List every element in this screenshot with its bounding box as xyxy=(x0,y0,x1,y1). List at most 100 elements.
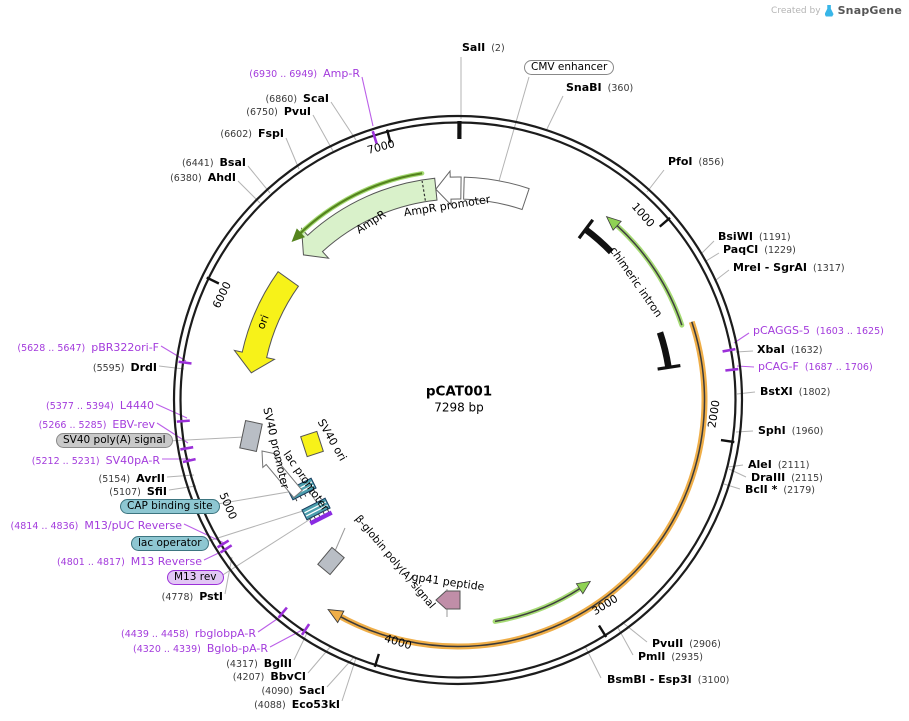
site-position: (2111) xyxy=(777,460,810,471)
site-position: (1229) xyxy=(764,245,796,256)
primer-label: (5377 .. 5394) L4440 xyxy=(46,398,154,413)
primer-tick xyxy=(176,419,190,423)
primer-label: (5628 .. 5647) pBR322ori-F xyxy=(17,340,159,355)
feature-name-label: chimeric intron xyxy=(606,244,666,320)
site-name: Bglob-pA-R xyxy=(206,642,268,655)
feature-lac-operator-box xyxy=(318,513,321,517)
feature-lac-operator-box xyxy=(301,497,331,522)
primer-label: (4801 .. 4817) M13 Reverse xyxy=(57,554,202,569)
primer-label: pCAG-F (1687 .. 1706) xyxy=(758,359,873,374)
restriction-site-label: (5154) AvrII xyxy=(99,471,166,486)
feature-sv40-polya-box xyxy=(239,419,263,453)
restriction-site-label: MreI - SgrAI (1317) xyxy=(733,260,845,275)
site-position: (5377 .. 5394) xyxy=(46,401,114,412)
site-name: PmlI xyxy=(638,650,666,663)
restriction-site-label: (4088) Eco53kI xyxy=(254,697,340,712)
feature-lac-operator-box xyxy=(304,501,327,514)
restriction-site-label: (4207) BbvCI xyxy=(233,669,306,684)
restriction-site-label: BclI * (2179) xyxy=(745,482,815,497)
site-position: (2179) xyxy=(783,485,815,496)
feature-cap-binding-site-box xyxy=(308,491,311,495)
primer-leader-line xyxy=(257,614,284,633)
leader-line xyxy=(705,252,720,262)
feature-cap-binding-site-box xyxy=(304,493,307,497)
feature-ampr-orf-arrow xyxy=(297,172,423,237)
leader-line xyxy=(715,269,730,281)
leader-line xyxy=(224,556,233,595)
feature-name-label: SV40 promoter xyxy=(260,406,292,490)
feature-cap-binding-site-box xyxy=(299,495,302,500)
feature-gene-orange-arc xyxy=(336,321,706,648)
restriction-site-label: PmlI (2935) xyxy=(638,649,703,664)
leader-line xyxy=(496,76,530,189)
site-position: (3100) xyxy=(697,675,730,686)
site-name: PstI xyxy=(199,590,223,603)
site-name: AhdI xyxy=(207,171,236,184)
feature-sv40-ori-box xyxy=(300,430,324,458)
scale-tick-label: 3000 xyxy=(589,592,621,618)
leader-line xyxy=(167,436,245,442)
feature-ampr-promoter-arrow xyxy=(435,169,462,207)
site-position: (1317) xyxy=(812,263,845,274)
feature-ampr-orf-arrow-head xyxy=(291,228,306,243)
primer-tick xyxy=(277,606,288,619)
site-name: MreI - SgrAI xyxy=(733,261,807,274)
feature-box-label: lac operator xyxy=(131,536,209,551)
feature-box-label: M13 rev xyxy=(167,570,224,585)
feature-gene-orange-arrow-head xyxy=(327,608,345,624)
site-name: BclI * xyxy=(745,483,778,496)
snapgene-watermark: Created by SnapGene xyxy=(771,4,902,17)
restriction-site-label: BsiWI (1191) xyxy=(718,229,791,244)
feature-lac-operator-box xyxy=(322,511,325,515)
site-position: (1191) xyxy=(758,232,791,243)
scale-tick xyxy=(658,216,671,228)
feature-m13-rev-stripe xyxy=(309,510,333,526)
scale-tick-label: 6000 xyxy=(210,279,234,311)
site-name: PfoI xyxy=(668,155,693,168)
site-name: BglII xyxy=(263,657,292,670)
restriction-site-label: (6441) BsaI xyxy=(182,155,246,170)
primer-label: pCAGGS-5 (1603 .. 1625) xyxy=(753,323,884,338)
site-position: (2) xyxy=(491,43,505,54)
leader-line xyxy=(646,169,665,193)
primer-label: (6930 .. 6949) Amp-R xyxy=(249,66,360,81)
site-position: (856) xyxy=(698,157,725,168)
site-position: (4778) xyxy=(161,592,194,603)
site-name: M13/pUC Reverse xyxy=(84,519,182,532)
primer-label: (4320 .. 4339) Bglob-pA-R xyxy=(133,641,268,656)
site-position: (1632) xyxy=(790,345,823,356)
site-name: SV40pA-R xyxy=(105,454,160,467)
snapgene-brand-text: SnapGene xyxy=(837,4,902,17)
site-position: (5212 .. 5231) xyxy=(31,456,100,467)
site-position: (4207) xyxy=(232,672,265,683)
scale-tick-label: 4000 xyxy=(382,631,414,653)
restriction-site-label: (5595) DrdI xyxy=(93,360,157,375)
leader-line xyxy=(285,137,300,170)
restriction-site-label: (6602) FspI xyxy=(220,126,284,141)
primer-label: (5212 .. 5231) SV40pA-R xyxy=(32,453,160,468)
primer-tick xyxy=(180,445,194,451)
leader-line xyxy=(545,95,564,132)
leader-line xyxy=(616,625,634,656)
restriction-site-label: (4317) BglII xyxy=(226,656,292,671)
scale-tick-label: 7000 xyxy=(365,137,397,157)
leader-line xyxy=(158,365,185,370)
site-position: (5107) xyxy=(109,487,141,498)
feature-cap-binding-site-box xyxy=(295,498,298,502)
site-name: SnaBI xyxy=(566,81,602,94)
site-position: (2115) xyxy=(791,473,823,484)
site-position: (360) xyxy=(607,83,634,94)
feature-intron-green-arrow-head xyxy=(605,215,622,231)
site-position: (4801 .. 4817) xyxy=(56,557,125,568)
site-name: XbaI xyxy=(757,343,785,356)
ampr-truncation-dotted-line xyxy=(421,180,426,201)
leader-line xyxy=(293,632,308,661)
restriction-site-label: SnaBI (360) xyxy=(566,80,633,95)
scale-tick xyxy=(597,624,608,638)
site-name: pCAGGS-5 xyxy=(753,324,810,337)
backbone-outer-ring xyxy=(172,114,744,686)
feature-gp41-peptide-box xyxy=(435,590,461,610)
site-name: BsiWI xyxy=(718,230,753,243)
scale-tick-label: 1000 xyxy=(628,200,658,230)
site-position: (6930 .. 6949) xyxy=(249,69,318,80)
